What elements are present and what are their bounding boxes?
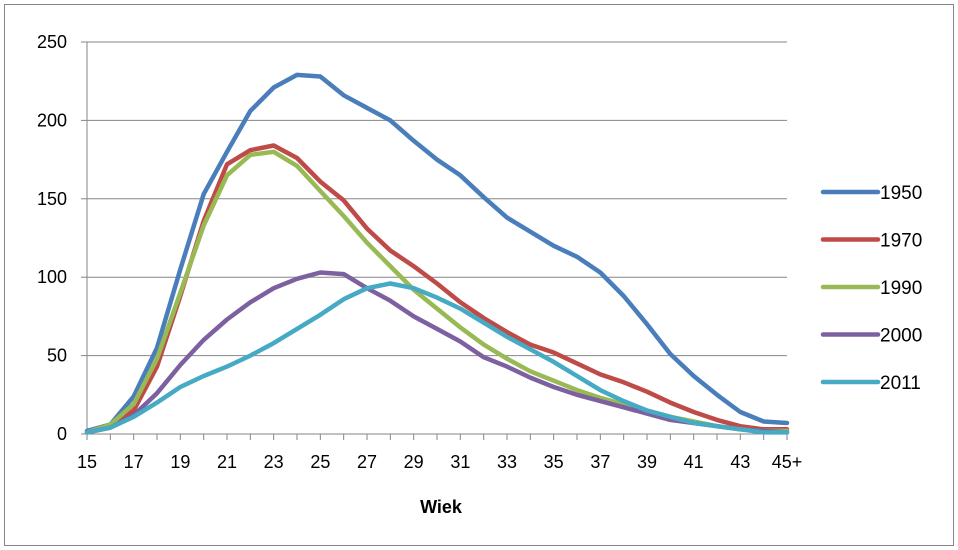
series-line-1950 [84, 72, 790, 434]
x-tick-label: 21 [217, 452, 237, 472]
series-line-2000 [84, 270, 790, 435]
x-tick-label: 19 [170, 452, 190, 472]
y-tick-label: 0 [57, 424, 67, 444]
x-tick-label: 37 [590, 452, 610, 472]
x-tick-label: 17 [124, 452, 144, 472]
x-tick-label: 41 [684, 452, 704, 472]
legend-item-1950: 1950 [820, 183, 922, 204]
y-tick-label: 200 [37, 110, 67, 130]
x-tick-label: 33 [497, 452, 517, 472]
x-tick-label: 15 [77, 452, 97, 472]
series-lines [84, 72, 790, 435]
series-line-1970 [84, 143, 790, 435]
legend-label: 1970 [880, 231, 922, 252]
legend-item-2011: 2011 [820, 373, 921, 394]
legend-item-1990: 1990 [820, 278, 922, 299]
legend-label: 2000 [880, 326, 922, 347]
x-tick-label: 29 [404, 452, 424, 472]
x-tick-label: 25 [310, 452, 330, 472]
x-tick-label: 39 [637, 452, 657, 472]
x-tick-label: 35 [544, 452, 564, 472]
legend-label: 2011 [880, 373, 921, 394]
chart-area [4, 4, 954, 546]
y-tick-label: 250 [37, 32, 67, 52]
legend-label: 1990 [880, 278, 922, 299]
y-tick-label: 100 [37, 267, 67, 287]
x-tick-label: 27 [357, 452, 377, 472]
series-line-2011 [84, 281, 790, 435]
x-tick-label: 23 [264, 452, 284, 472]
x-tick-label: 43 [730, 452, 750, 472]
axes: 0 50 100 150 200 250 15 17 19 21 23 25 27 29 31 33 35 37 3… [37, 32, 802, 472]
legend-item-1970: 1970 [820, 231, 922, 252]
x-tick-label: 45+ [772, 452, 803, 472]
legend: 1950 1970 1990 2000 2011 [820, 183, 922, 394]
y-tick-label: 150 [37, 189, 67, 209]
legend-item-2000: 2000 [820, 326, 922, 347]
legend-label: 1950 [880, 183, 922, 204]
x-axis-title: Wiek [420, 497, 463, 517]
series-line-1990 [84, 149, 790, 435]
y-tick-label: 50 [47, 346, 67, 366]
x-tick-label: 31 [450, 452, 470, 472]
